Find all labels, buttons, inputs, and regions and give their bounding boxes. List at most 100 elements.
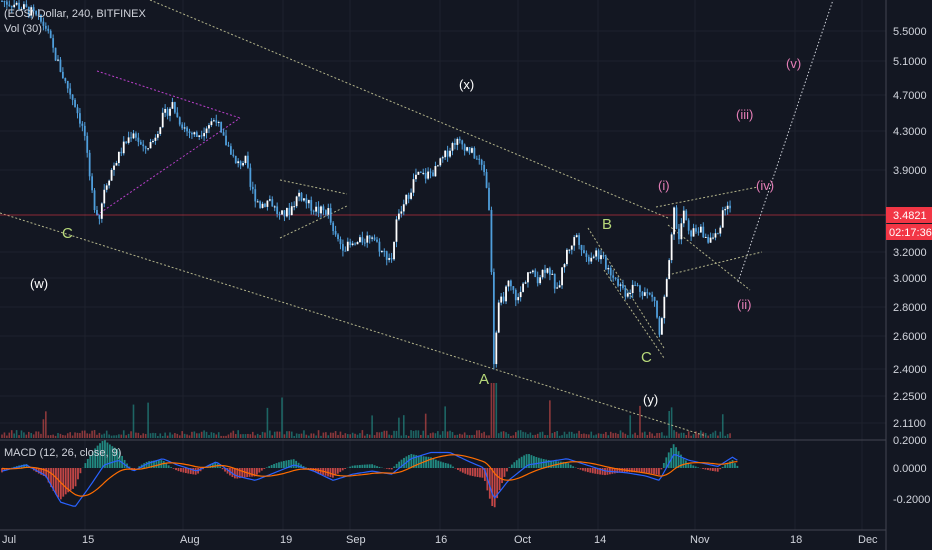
candle-body [130, 137, 132, 139]
price-tick: 4.3000 [893, 126, 927, 138]
volume-bar [295, 433, 298, 438]
candle-body [10, 5, 13, 8]
candle-body [395, 219, 398, 242]
candle-body [670, 234, 673, 261]
candle-body [424, 172, 427, 179]
macd-hist-bar [86, 458, 89, 468]
last-price-value: 3.4821 [893, 210, 927, 222]
volume-bar [573, 433, 576, 438]
candle-body [317, 206, 320, 214]
volume-bar [588, 434, 590, 438]
candle-body [324, 210, 327, 215]
volume-bar [600, 433, 602, 438]
candle-body [497, 302, 500, 333]
macd-hist-bar [175, 468, 177, 471]
volume-bar [105, 430, 108, 438]
candle-body [485, 172, 488, 188]
volume-bar [198, 433, 201, 438]
volume-bar [356, 434, 359, 438]
candle-body [66, 80, 69, 89]
candle-body [699, 226, 702, 233]
macd-hist-bar [290, 459, 293, 468]
macd-hist-bar [260, 468, 263, 471]
volume-bar [252, 431, 254, 438]
macd-hist-bar [248, 468, 251, 477]
wave-label-b: B [602, 216, 612, 233]
macd-hist-bar [469, 468, 472, 476]
volume-bar [125, 435, 127, 438]
candle-body [64, 78, 67, 81]
volume-bar [152, 432, 154, 438]
macd-legend[interactable]: MACD (12, 26, close, 9) [4, 447, 121, 459]
candle-body [108, 180, 111, 186]
candle-body [156, 133, 159, 138]
macd-hist-bar [444, 463, 447, 468]
candle-body [383, 250, 386, 252]
macd-hist-bar [640, 468, 643, 473]
volume-bar [30, 433, 33, 438]
macd-hist-bar [243, 468, 246, 478]
volume-bar [227, 434, 230, 438]
candle-body [227, 145, 230, 147]
volume-bar [556, 430, 558, 438]
volume-bar [439, 434, 442, 438]
countdown-value: 02:17:36 [889, 227, 932, 239]
macd-hist-bar [172, 468, 175, 469]
macd-hist-bar [665, 457, 668, 468]
volume-legend[interactable]: Vol (30) [4, 23, 42, 35]
volume-bar [298, 433, 300, 438]
price-axis[interactable]: 5.5000 5.1000 4.7000 4.3000 3.9000 3.200… [893, 26, 930, 506]
macd-hist-bar [687, 462, 690, 468]
macd-hist-bar [339, 468, 342, 472]
volume-bar [54, 435, 57, 438]
volume-bar [174, 433, 176, 438]
candle-body [568, 249, 571, 251]
volume-bar [144, 433, 147, 438]
volume-bar [661, 432, 663, 438]
candle-body [695, 228, 697, 232]
volume-bar [709, 433, 712, 438]
candle-body [505, 286, 507, 302]
macd-hist-bar [459, 468, 462, 472]
candle-body [293, 206, 296, 208]
candle-body [478, 158, 481, 161]
macd-hist-bar [307, 468, 310, 469]
macd-hist-bar [535, 457, 538, 468]
macd-hist-bar [177, 468, 180, 472]
candle-body [390, 258, 393, 260]
candle-body [385, 251, 388, 260]
macd-hist-bar [358, 464, 361, 468]
volume-bar [49, 435, 52, 438]
macd-hist-bar [697, 467, 700, 468]
candle-body [15, 2, 18, 5]
candle-body [439, 158, 442, 166]
volume-bar [88, 433, 91, 438]
time-axis[interactable]: Jul 15 Aug 19 Sep 16 Oct 14 Nov 18 Dec [2, 534, 878, 546]
macd-hist-bar [113, 447, 116, 468]
macd-hist-bar [439, 461, 442, 468]
time-tick: Aug [180, 534, 200, 546]
candle-body [604, 256, 607, 270]
volume-bar [210, 432, 213, 438]
candle-body [553, 273, 556, 289]
candle-body [405, 194, 408, 205]
candle-body [585, 253, 588, 257]
volume-bar [266, 407, 269, 438]
volume-bar [20, 430, 23, 438]
candle-body [139, 141, 142, 145]
macd-hist-bar [373, 465, 376, 468]
candle-body [466, 147, 468, 151]
macd-hist-bar [388, 468, 391, 470]
candle-body [653, 296, 656, 301]
volume-bar [293, 435, 295, 438]
symbol-legend[interactable]: (EOS) Dollar, 240, BITFINEX [4, 8, 146, 20]
volume-bar [366, 433, 369, 438]
candle-body [354, 243, 356, 245]
macd-hist-bar [214, 462, 217, 468]
macd-line [1, 451, 738, 507]
volume-bar [157, 435, 159, 438]
volume-bar [590, 431, 593, 438]
macd-hist-bar [408, 455, 410, 468]
signal-line [1, 454, 738, 497]
